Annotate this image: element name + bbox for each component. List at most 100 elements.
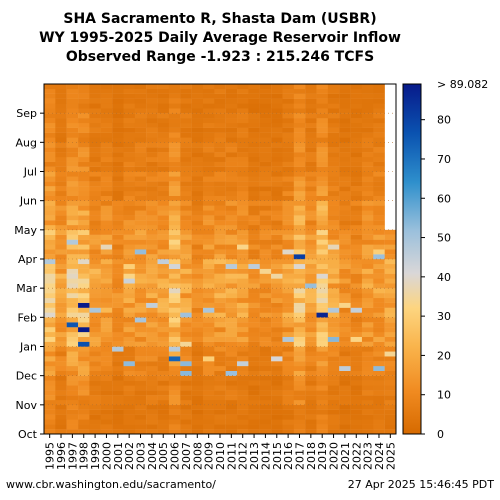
heatmap-cell — [157, 147, 170, 153]
heatmap-cell — [225, 147, 238, 153]
heatmap-cell — [225, 302, 238, 308]
heatmap-cell — [100, 161, 113, 167]
heatmap-cell — [112, 171, 124, 177]
heatmap-cell — [157, 244, 170, 250]
heatmap-cell — [44, 88, 56, 94]
heatmap-cell — [89, 278, 101, 284]
heatmap-cell — [248, 297, 260, 303]
heatmap-cell — [327, 161, 340, 167]
heatmap-cell — [44, 322, 56, 328]
heatmap-cell — [271, 312, 283, 318]
heatmap-cell — [202, 283, 215, 289]
heatmap-cell — [384, 375, 397, 381]
heatmap-cell — [225, 200, 238, 206]
heatmap-cell — [248, 361, 260, 367]
heatmap-cell — [112, 137, 124, 143]
heatmap-cell — [384, 283, 397, 289]
heatmap-cell — [66, 268, 79, 274]
heatmap-cell — [271, 84, 283, 90]
heatmap-cell — [373, 108, 385, 114]
heatmap-cell — [180, 268, 192, 274]
heatmap-cell — [112, 302, 124, 308]
heatmap-cell — [271, 205, 283, 211]
heatmap-cell — [66, 122, 79, 128]
heatmap-cell — [146, 268, 158, 274]
heatmap-cell — [327, 181, 340, 187]
heatmap-cell — [168, 424, 181, 430]
heatmap-cell — [180, 122, 192, 128]
heatmap-cell — [361, 278, 374, 284]
heatmap-cell — [134, 142, 147, 148]
heatmap-cell — [350, 244, 363, 250]
heatmap-cell — [202, 317, 215, 323]
heatmap-cell — [350, 171, 363, 177]
heatmap-cell — [373, 93, 385, 99]
heatmap-cell — [191, 380, 204, 386]
heatmap-cell — [55, 103, 67, 109]
heatmap-cell — [55, 220, 67, 226]
heatmap-cell — [89, 229, 101, 235]
heatmap-cell — [100, 132, 113, 138]
heatmap-cell — [214, 341, 226, 347]
heatmap-cell — [361, 234, 374, 240]
heatmap-cell — [157, 215, 170, 221]
heatmap-cell — [78, 122, 90, 128]
heatmap-cell — [134, 336, 147, 342]
heatmap-cell — [373, 327, 385, 333]
heatmap-cell — [134, 186, 147, 192]
heatmap-cell — [316, 166, 329, 172]
heatmap-cell — [168, 283, 181, 289]
heatmap-cell — [248, 215, 260, 221]
heatmap-cell — [191, 302, 204, 308]
heatmap-cell — [214, 103, 226, 109]
heatmap-cell — [293, 395, 306, 401]
heatmap-cell — [225, 137, 238, 143]
heatmap-cell — [214, 156, 226, 162]
heatmap-cell — [146, 399, 158, 406]
heatmap-cell — [100, 200, 113, 206]
heatmap-cell — [214, 424, 226, 430]
heatmap-cell — [350, 370, 363, 376]
heatmap-cell — [123, 161, 136, 167]
heatmap-cell — [373, 215, 385, 221]
heatmap-cell — [259, 361, 272, 367]
heatmap-cell — [134, 98, 147, 104]
heatmap-cell — [350, 273, 363, 279]
heatmap-cell — [305, 268, 317, 274]
heatmap-cell — [55, 297, 67, 303]
heatmap-cell — [157, 190, 170, 196]
heatmap-cell — [123, 127, 136, 133]
heatmap-cell — [259, 215, 272, 221]
heatmap-cell — [191, 390, 204, 396]
heatmap-cell — [112, 365, 124, 371]
heatmap-cell — [202, 302, 215, 308]
heatmap-cell — [339, 142, 351, 148]
heatmap-cell — [134, 84, 147, 90]
heatmap-cell — [100, 288, 113, 294]
heatmap-cell — [55, 356, 67, 362]
heatmap-cell — [316, 351, 329, 357]
heatmap-cell — [146, 331, 158, 337]
heatmap-cell — [327, 380, 340, 386]
heatmap-cell — [134, 93, 147, 99]
heatmap-cell — [214, 346, 226, 352]
heatmap-cell — [168, 336, 181, 342]
heatmap-cell — [350, 195, 363, 201]
heatmap-cell — [44, 263, 56, 269]
heatmap-cell — [89, 234, 101, 240]
heatmap-cell — [384, 263, 397, 269]
heatmap-cell — [225, 108, 238, 114]
heatmap-cell — [123, 166, 136, 172]
heatmap-cell — [191, 122, 204, 128]
heatmap-cell — [339, 297, 351, 303]
heatmap-cell — [78, 327, 90, 333]
heatmap-cell — [361, 152, 374, 158]
heatmap-cell — [146, 361, 158, 367]
heatmap-cell — [373, 307, 385, 313]
heatmap-cell — [191, 370, 204, 376]
heatmap-cell — [373, 302, 385, 308]
heatmap-cell — [305, 419, 317, 425]
heatmap-cell — [78, 224, 90, 231]
